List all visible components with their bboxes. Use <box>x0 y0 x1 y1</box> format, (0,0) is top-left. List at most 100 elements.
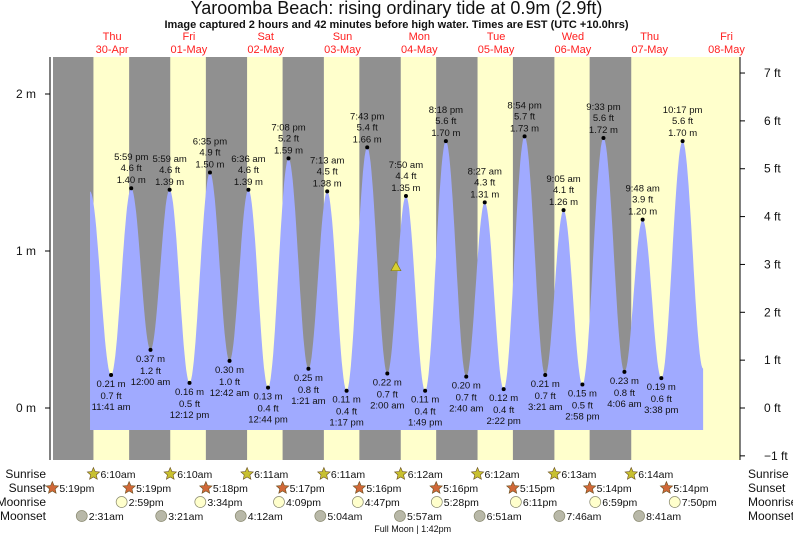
moonrise-icon <box>273 496 285 508</box>
day-of-week-label: Thu <box>640 31 659 43</box>
low-tide-time: 2:00 am <box>370 400 404 411</box>
low-tide-ft-label: 0.7 ft <box>456 393 477 404</box>
sunrise-icon <box>547 466 562 480</box>
sunset-time: 5:18pm <box>213 483 248 495</box>
low-tide-ft-label: 0.4 ft <box>336 407 357 418</box>
low-tide-m-label: 0.22 m <box>373 377 402 388</box>
low-tide-time: 1:17 pm <box>329 418 363 429</box>
sunset-icon <box>429 480 444 494</box>
high-tide-point <box>522 134 527 139</box>
low-tide-time: 3:38 pm <box>644 405 678 416</box>
high-tide-time: 9:33 pm <box>586 102 620 113</box>
moonset-icon <box>155 510 168 522</box>
low-tide-m-label: 0.25 m <box>294 373 323 384</box>
high-tide-time: 7:08 pm <box>271 122 305 133</box>
moonrise-time: 6:11pm <box>523 497 557 509</box>
low-tide-time: 12:44 pm <box>248 415 288 426</box>
sunrise-icon <box>470 466 485 480</box>
date-label: 01-May <box>171 44 208 56</box>
high-tide-ft-label: 5.4 ft <box>357 122 378 133</box>
low-tide-point <box>109 373 114 378</box>
moonset-icon <box>314 510 327 522</box>
high-tide-ft-label: 5.6 ft <box>435 116 456 127</box>
sunset-time: 5:19pm <box>136 483 171 495</box>
high-tide-time: 9:05 am <box>546 174 580 185</box>
date-label: 02-May <box>247 44 284 56</box>
sunrise-time: 6:13am <box>561 469 596 481</box>
high-tide-time: 7:50 am <box>389 160 423 171</box>
date-label: 03-May <box>324 44 361 56</box>
high-tide-m-label: 1.35 m <box>391 183 420 194</box>
low-tide-point <box>501 387 506 392</box>
sunrise-time: 6:12am <box>408 469 443 481</box>
moonrise-time: 2:59pm <box>129 497 164 509</box>
sunrise-icon <box>163 466 178 480</box>
moonset-icon <box>633 510 645 522</box>
low-tide-ft-label: 0.8 ft <box>614 388 635 399</box>
low-tide-m-label: 0.23 m <box>610 376 639 387</box>
feet-tick-label: 7 ft <box>764 66 781 80</box>
sunrise-icon <box>316 466 331 480</box>
low-tide-ft-label: 0.7 ft <box>535 391 556 402</box>
day-of-week-label: Sat <box>257 31 274 43</box>
low-tide-point <box>306 366 311 371</box>
high-tide-point <box>561 208 566 213</box>
low-tide-ft-label: 0.6 ft <box>651 394 672 405</box>
day-of-week-label: Mon <box>409 31 430 43</box>
moonrise-row-label-right: Moonrise <box>748 495 793 509</box>
feet-tick-label: 0 ft <box>764 401 781 415</box>
high-tide-ft-label: 5.2 ft <box>278 133 299 144</box>
sunset-time: 5:16pm <box>366 483 401 495</box>
high-tide-time: 9:48 am <box>625 184 659 195</box>
high-tide-ft-label: 4.9 ft <box>199 148 220 159</box>
high-tide-ft-label: 4.1 ft <box>553 185 574 196</box>
feet-tick-label: −1 ft <box>764 449 788 463</box>
moonset-icon <box>234 510 247 522</box>
meter-tick-label: 0 m <box>16 401 36 415</box>
sunrise-time: 6:10am <box>100 469 135 481</box>
high-tide-m-label: 1.73 m <box>510 123 539 134</box>
low-tide-time: 12:42 am <box>210 388 250 399</box>
sunrise-time: 6:11am <box>331 469 365 481</box>
sunset-icon <box>505 480 520 494</box>
date-label: 04-May <box>401 44 438 56</box>
sunrise-time: 6:12am <box>485 469 520 481</box>
high-tide-time: 7:43 pm <box>350 111 384 122</box>
high-tide-ft-label: 4.6 ft <box>238 165 259 176</box>
feet-tick-label: 3 ft <box>764 257 781 271</box>
high-tide-m-label: 1.59 m <box>274 145 303 156</box>
low-tide-ft-label: 0.5 ft <box>572 400 593 411</box>
low-tide-time: 1:49 pm <box>408 418 442 429</box>
low-tide-ft-label: 0.7 ft <box>101 391 122 402</box>
moonset-time: 3:21am <box>168 511 203 523</box>
sunrise-icon <box>624 466 639 480</box>
moonset-time: 5:04am <box>327 511 362 523</box>
low-tide-time: 12:00 am <box>131 377 171 388</box>
feet-tick-label: 4 ft <box>764 210 781 224</box>
moonset-time: 8:41am <box>646 511 681 523</box>
high-tide-time: 6:36 am <box>231 154 265 165</box>
low-tide-time: 2:40 am <box>449 404 483 415</box>
moonrise-row-label-left: Moonrise <box>0 495 46 509</box>
low-tide-m-label: 0.19 m <box>647 382 676 393</box>
high-tide-m-label: 1.66 m <box>353 134 382 145</box>
sunset-time: 5:17pm <box>290 483 325 495</box>
sunset-time: 5:16pm <box>443 483 478 495</box>
high-tide-time: 6:35 pm <box>193 137 227 148</box>
sunrise-time: 6:14am <box>638 469 673 481</box>
moonset-row-label-left: Moonset <box>0 509 47 523</box>
low-tide-m-label: 0.11 m <box>332 395 360 406</box>
low-tide-m-label: 0.21 m <box>531 379 560 390</box>
low-tide-point <box>622 369 627 374</box>
date-label: 06-May <box>555 44 592 56</box>
low-tide-time: 3:21 am <box>528 402 562 413</box>
high-tide-point <box>601 135 606 140</box>
night-band <box>53 57 94 460</box>
high-tide-point <box>129 186 134 191</box>
sunset-row-label-left: Sunset <box>9 481 47 495</box>
low-tide-point <box>344 388 349 393</box>
moonrise-icon <box>351 496 364 508</box>
low-tide-point <box>385 371 390 376</box>
moonrise-icon <box>510 496 522 508</box>
